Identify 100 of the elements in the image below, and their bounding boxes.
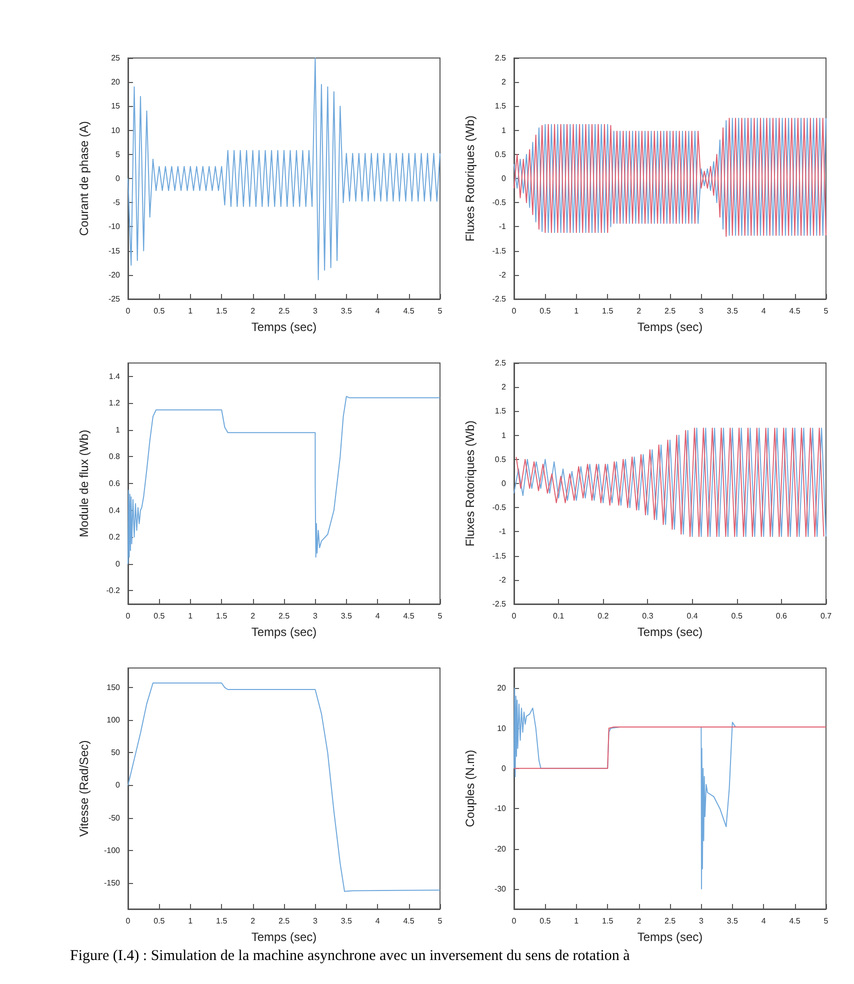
x-tick-label: 1.5 <box>216 612 228 620</box>
x-tick-label: 2.5 <box>278 306 290 316</box>
y-tick-label: 2.5 <box>494 358 507 368</box>
y-axis-title: Vitesse (Rad/Sec) <box>77 740 91 837</box>
x-axis-title: Temps (sec) <box>637 625 703 639</box>
y-tick-label: 0.8 <box>108 452 121 462</box>
x-tick-label: 0.4 <box>686 612 698 620</box>
y-tick-label: 50 <box>111 748 121 758</box>
x-tick-label: 5 <box>438 916 443 926</box>
y-tick-label: 1 <box>502 126 507 135</box>
x-tick-label: 4.5 <box>789 916 801 926</box>
y-axis-title: Couples (N.m) <box>463 750 477 828</box>
y-tick-label: -25 <box>108 294 121 304</box>
y-tick-label: 10 <box>497 724 507 733</box>
x-tick-label: 1 <box>188 612 194 620</box>
x-tick-label: 3 <box>698 916 704 926</box>
x-tick-label: 5 <box>438 612 443 620</box>
line-series <box>128 682 440 892</box>
x-tick-label: 1.5 <box>602 916 614 926</box>
y-tick-label: -10 <box>494 804 507 814</box>
y-tick-label: -0.2 <box>106 586 121 596</box>
x-tick-label: 0 <box>512 612 517 620</box>
y-tick-label: 1 <box>502 430 507 440</box>
x-tick-label: 5 <box>824 916 829 926</box>
y-tick-label: 1 <box>116 425 121 434</box>
x-tick-label: 1 <box>188 916 194 926</box>
y-tick-label: 20 <box>111 78 121 87</box>
x-tick-label: 4.5 <box>403 306 415 316</box>
y-tick-label: 0 <box>116 559 121 568</box>
x-tick-label: 0 <box>512 306 517 316</box>
y-tick-label: -15 <box>108 246 121 256</box>
x-tick-label: 0.5 <box>154 306 166 316</box>
y-tick-label: 0 <box>116 780 121 790</box>
x-tick-label: 2 <box>250 916 256 926</box>
x-tick-label: 1 <box>574 306 580 316</box>
x-tick-label: 4 <box>375 916 380 926</box>
x-tick-label: 2 <box>250 612 256 620</box>
y-tick-label: 0.6 <box>108 479 121 488</box>
x-axis-title: Temps (sec) <box>637 320 703 334</box>
y-tick-label: -1 <box>498 222 507 232</box>
y-tick-label: 0.4 <box>108 506 121 515</box>
x-tick-label: 0.7 <box>820 612 832 620</box>
x-tick-label: 5 <box>824 306 829 316</box>
y-tick-label: -1.5 <box>492 246 507 256</box>
x-tick-label: 4 <box>375 306 380 316</box>
y-tick-label: 1.2 <box>108 398 121 408</box>
y-tick-label: 5 <box>116 150 121 159</box>
x-tick-label: 4.5 <box>403 612 415 620</box>
y-axis-title: Fluxes Rotoriques (Wb) <box>463 420 477 547</box>
x-tick-label: 0.6 <box>776 612 788 620</box>
x-tick-label: 1 <box>188 306 194 316</box>
x-tick-label: 0.3 <box>642 612 654 620</box>
y-tick-label: 1.4 <box>108 372 121 381</box>
x-tick-label: 0 <box>126 306 131 316</box>
x-tick-label: 0.5 <box>154 612 166 620</box>
x-tick-label: 3.5 <box>726 306 739 316</box>
x-tick-label: 3.5 <box>340 916 353 926</box>
y-tick-label: -20 <box>494 844 507 854</box>
y-tick-label: 0 <box>502 764 507 773</box>
y-tick-label: 2 <box>502 382 507 392</box>
y-tick-label: 15 <box>111 102 121 111</box>
x-tick-label: 1.5 <box>216 306 228 316</box>
y-tick-label: -0.5 <box>492 503 507 512</box>
x-tick-label: 2.5 <box>664 916 676 926</box>
y-tick-label: 0.5 <box>494 150 507 159</box>
y-axis-title: Module de flux (Wb) <box>77 430 91 538</box>
x-tick-label: 2.5 <box>278 612 290 620</box>
x-tick-label: 0.5 <box>154 916 166 926</box>
x-tick-label: 0.5 <box>540 916 552 926</box>
x-tick-label: 2 <box>250 306 256 316</box>
y-tick-label: -100 <box>104 846 121 855</box>
y-tick-label: -0.5 <box>492 198 507 208</box>
x-axis-title: Temps (sec) <box>251 625 317 639</box>
y-tick-label: -150 <box>104 878 121 888</box>
text: Figure (I.4) : Simulation de la machine asynchrone avec un inversement du sens de rotation à <box>70 948 630 965</box>
y-tick-label: 0.5 <box>494 454 507 464</box>
x-tick-label: 3 <box>698 306 704 316</box>
x-tick-label: 4 <box>375 612 380 620</box>
x-tick-label: 3.5 <box>340 612 353 620</box>
x-tick-label: 1.5 <box>602 306 614 316</box>
line-series <box>128 58 440 280</box>
y-tick-label: 0 <box>502 479 507 488</box>
y-tick-label: 2.5 <box>494 54 507 62</box>
y-tick-label: 10 <box>111 126 121 135</box>
x-axis-title: Temps (sec) <box>251 930 317 944</box>
y-tick-label: -2 <box>498 575 507 584</box>
y-tick-label: 20 <box>497 684 507 693</box>
y-tick-label: -2.5 <box>492 600 507 608</box>
x-tick-label: 0.1 <box>553 612 565 620</box>
y-tick-label: -2 <box>498 270 507 280</box>
y-tick-label: 2 <box>502 78 507 87</box>
y-tick-label: -1 <box>498 527 507 536</box>
x-tick-label: 2.5 <box>278 916 290 926</box>
x-tick-label: 4 <box>761 306 766 316</box>
x-tick-label: 2 <box>636 306 642 316</box>
x-tick-label: 0.2 <box>598 612 610 620</box>
x-tick-label: 0.5 <box>540 306 552 316</box>
y-tick-label: -50 <box>108 813 121 822</box>
y-tick-label: -5 <box>112 198 121 208</box>
y-tick-label: 0.2 <box>108 532 121 542</box>
